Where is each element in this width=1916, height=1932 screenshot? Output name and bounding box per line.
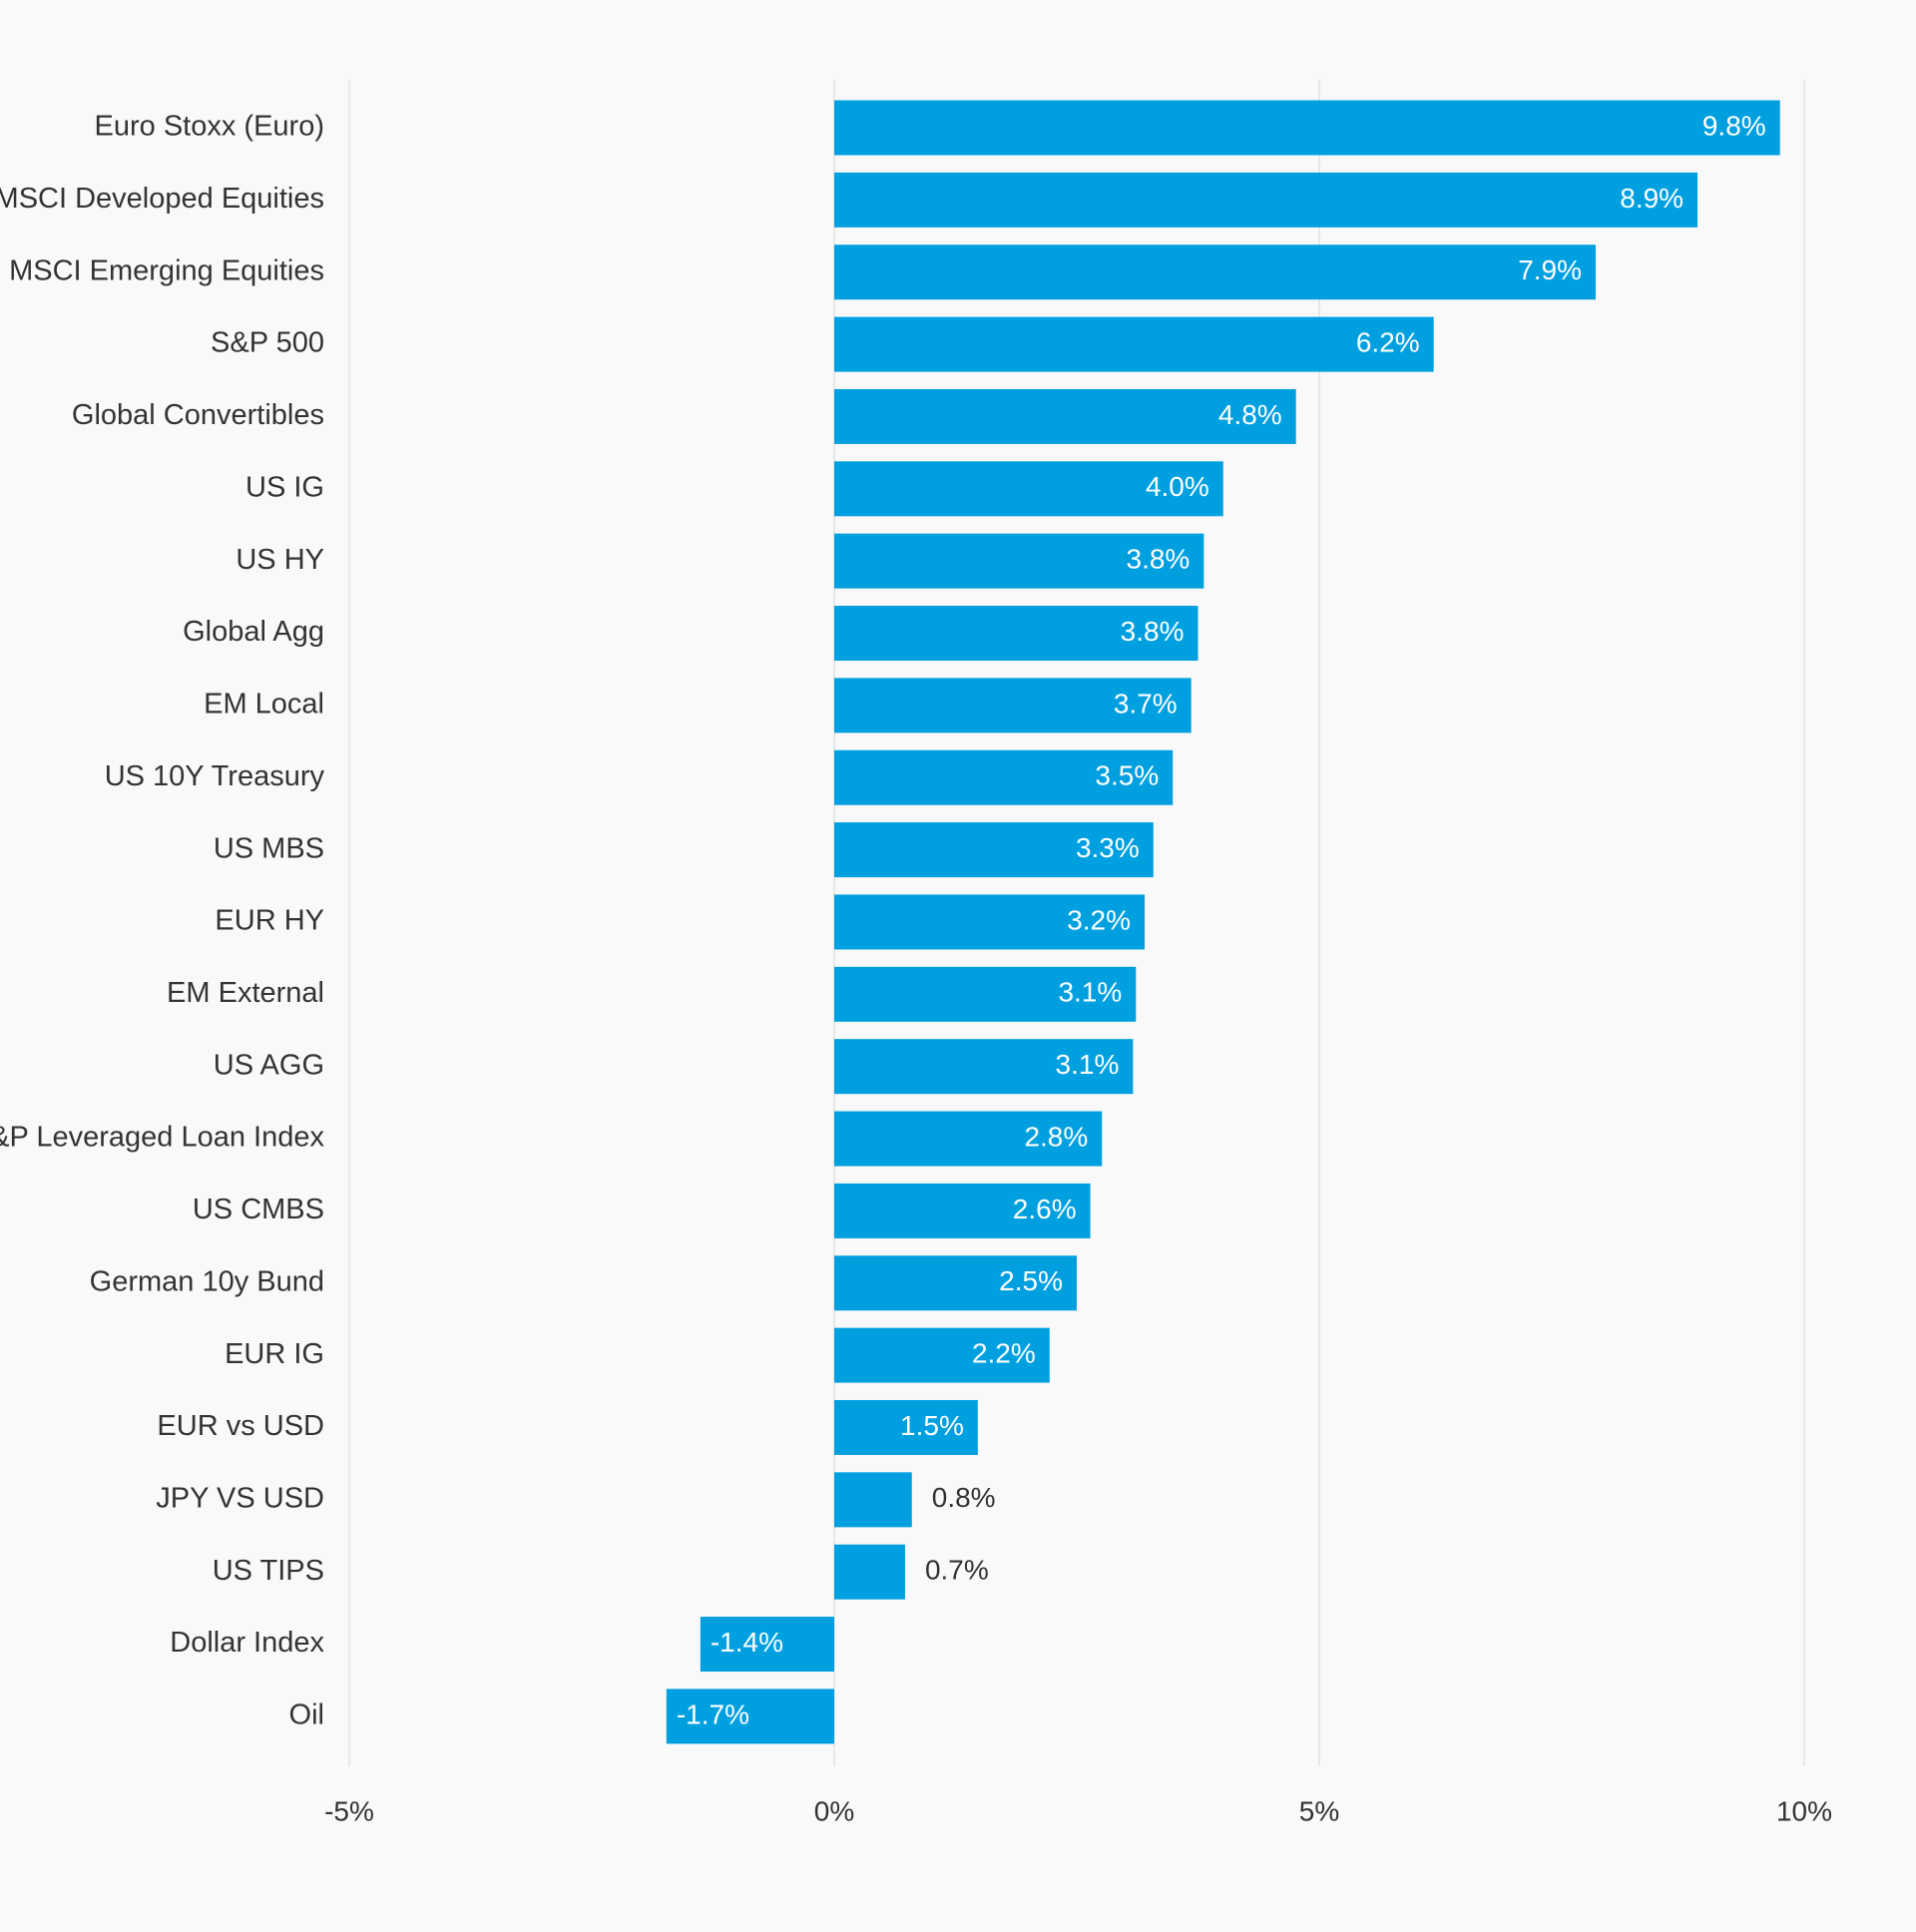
category-labels: Euro Stoxx (Euro) MSCI Developed Equities… (0, 111, 324, 1731)
category-label: German 10y Bund (90, 1265, 324, 1297)
category-label: Oil (289, 1699, 324, 1731)
bar (834, 533, 1204, 589)
value-label: -1.7% (677, 1698, 749, 1729)
value-label: 8.9% (1620, 183, 1683, 214)
bar (834, 1039, 1134, 1095)
bar (834, 461, 1223, 517)
value-labels: 9.8% 8.9% 7.9% 6.2% 4.8% 4.0% 3.8% 3.8% 3.7% 3.5%… (677, 110, 1766, 1729)
category-label: MSCI Emerging Equities (9, 254, 324, 286)
category-label: US IG (245, 471, 324, 503)
value-label: 9.8% (1702, 110, 1766, 141)
category-label: US CMBS (193, 1194, 324, 1225)
value-label: 2.6% (1013, 1194, 1077, 1224)
bar (834, 1255, 1077, 1311)
bar (834, 1472, 912, 1528)
category-label: US 10Y Treasury (105, 760, 325, 792)
bar (834, 1327, 1050, 1383)
bar (834, 1111, 1103, 1167)
bar (834, 244, 1597, 300)
value-label: 2.2% (972, 1338, 1036, 1369)
value-label: -1.4% (711, 1627, 783, 1658)
value-label: 0.7% (925, 1555, 989, 1586)
value-label: 3.8% (1121, 616, 1185, 647)
category-label: US HY (236, 544, 324, 576)
bar (834, 100, 1780, 156)
category-label: US MBS (214, 832, 324, 864)
bar (834, 388, 1296, 444)
category-label: Dollar Index (170, 1627, 324, 1659)
category-label: US TIPS (213, 1555, 324, 1587)
x-tick-label: 10% (1776, 1795, 1832, 1826)
bar (834, 822, 1154, 878)
value-label: 0.8% (932, 1482, 996, 1513)
x-tick-label: -5% (324, 1795, 374, 1826)
value-label: 3.1% (1056, 1049, 1120, 1080)
value-label: 1.5% (900, 1410, 964, 1441)
bar (834, 966, 1137, 1022)
value-label: 3.1% (1058, 977, 1122, 1008)
bar (834, 172, 1698, 228)
category-label: JPY VS USD (156, 1482, 324, 1514)
category-label: Global Agg (183, 616, 324, 648)
value-label: 3.3% (1076, 832, 1140, 863)
category-label: EUR IG (225, 1338, 324, 1370)
category-label: EUR HY (215, 905, 324, 937)
value-label: 4.8% (1218, 399, 1282, 430)
bar (834, 894, 1146, 950)
value-label: 3.8% (1127, 544, 1191, 575)
bar (834, 316, 1434, 372)
bar (834, 1399, 978, 1455)
bar (700, 1617, 834, 1673)
category-label: EM Local (204, 689, 324, 721)
category-label: US AGG (214, 1049, 324, 1081)
bar (834, 1183, 1091, 1238)
value-label: 6.2% (1356, 326, 1420, 357)
bars (666, 100, 1780, 1744)
category-label: S&P Leveraged Loan Index (0, 1122, 324, 1154)
category-label: EM External (167, 977, 324, 1009)
category-label: MSCI Developed Equities (0, 183, 324, 215)
value-label: 3.2% (1067, 904, 1131, 935)
category-label: Global Convertibles (72, 399, 324, 431)
bar (834, 606, 1198, 662)
value-label: 7.9% (1518, 254, 1582, 285)
bar (834, 1544, 905, 1600)
bar (834, 678, 1192, 733)
x-axis-tick-labels: -5% 0% 5% 10% (324, 1795, 1832, 1826)
category-label: EUR vs USD (157, 1410, 324, 1442)
value-label: 2.5% (999, 1265, 1063, 1296)
x-tick-label: 5% (1299, 1795, 1339, 1826)
value-label: 4.0% (1146, 471, 1209, 502)
value-label: 3.5% (1095, 760, 1159, 791)
category-label: Euro Stoxx (Euro) (95, 111, 324, 143)
value-label: 2.8% (1024, 1121, 1088, 1152)
category-label: S&P 500 (211, 327, 324, 359)
bar (834, 749, 1174, 805)
bar (666, 1689, 834, 1744)
x-tick-label: 0% (814, 1795, 854, 1826)
value-label: 3.7% (1114, 688, 1178, 719)
